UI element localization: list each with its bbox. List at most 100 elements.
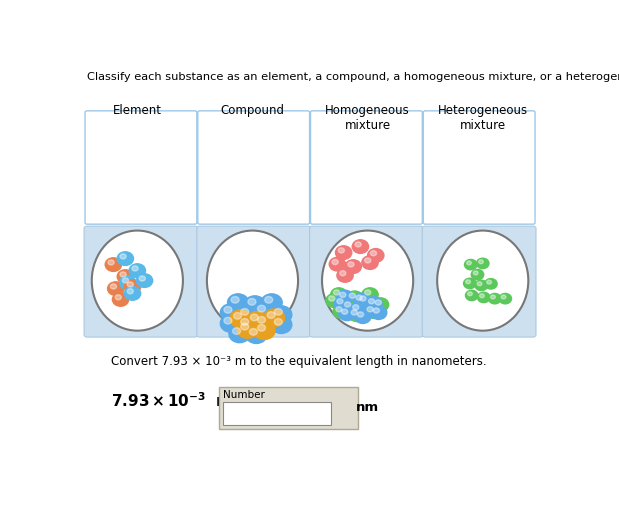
Circle shape [366,296,382,310]
Circle shape [477,292,490,303]
Circle shape [115,295,121,300]
Circle shape [368,249,384,262]
Circle shape [471,269,483,280]
Circle shape [342,300,358,314]
Text: Element: Element [113,105,162,118]
Circle shape [478,260,483,264]
Circle shape [228,294,249,311]
Circle shape [254,322,275,340]
Circle shape [342,309,348,314]
FancyBboxPatch shape [311,111,422,224]
Circle shape [360,296,366,301]
Circle shape [120,272,126,277]
Circle shape [465,280,470,284]
Circle shape [499,293,511,304]
Circle shape [348,308,365,321]
Circle shape [241,323,249,330]
Circle shape [465,290,478,301]
Circle shape [274,308,282,315]
Circle shape [120,254,126,259]
Circle shape [271,306,292,323]
Circle shape [246,326,267,344]
Circle shape [352,240,368,253]
Circle shape [375,300,381,305]
FancyBboxPatch shape [219,387,358,429]
Circle shape [337,290,353,304]
Circle shape [248,298,256,305]
Circle shape [108,282,124,295]
Circle shape [117,252,134,265]
Text: nm: nm [355,401,379,414]
Circle shape [355,242,361,247]
Circle shape [329,257,345,271]
Circle shape [139,276,145,281]
Circle shape [230,310,251,328]
Circle shape [124,280,141,293]
Circle shape [477,258,489,269]
Circle shape [250,314,258,321]
Circle shape [127,282,133,287]
Text: Number: Number [223,390,264,400]
Circle shape [241,318,249,325]
Circle shape [220,304,241,321]
Ellipse shape [437,230,529,331]
Circle shape [333,305,349,318]
Circle shape [353,293,370,307]
Circle shape [267,311,275,318]
Circle shape [261,294,282,311]
Ellipse shape [92,230,183,331]
Circle shape [501,295,506,299]
Circle shape [474,271,478,275]
Circle shape [329,296,335,301]
Circle shape [331,288,347,302]
Circle shape [367,307,373,312]
Circle shape [247,311,268,329]
Circle shape [224,306,232,313]
Circle shape [373,298,389,311]
Circle shape [351,310,357,315]
Circle shape [368,298,374,304]
Circle shape [237,321,258,339]
Circle shape [233,328,241,334]
FancyBboxPatch shape [422,226,536,337]
Circle shape [488,293,501,304]
Circle shape [371,306,387,319]
Circle shape [357,294,373,307]
Circle shape [132,266,138,271]
FancyBboxPatch shape [223,402,331,425]
Text: Convert 7.93 × 10⁻³ m to the equivalent length in nanometers.: Convert 7.93 × 10⁻³ m to the equivalent … [111,355,487,368]
Circle shape [117,270,134,283]
Circle shape [258,324,266,331]
Circle shape [365,290,371,295]
FancyBboxPatch shape [85,111,197,224]
Circle shape [480,294,484,298]
Circle shape [340,270,346,276]
Circle shape [119,276,136,290]
Circle shape [335,246,352,259]
FancyBboxPatch shape [197,226,311,337]
Circle shape [245,296,266,314]
Circle shape [373,308,379,313]
FancyBboxPatch shape [198,111,310,224]
Circle shape [271,316,292,333]
Circle shape [345,260,361,274]
Circle shape [339,307,355,321]
Circle shape [237,306,258,323]
Circle shape [334,296,350,310]
Circle shape [362,256,378,269]
Circle shape [485,279,497,289]
Circle shape [110,284,116,289]
Circle shape [241,308,249,315]
Circle shape [233,313,241,319]
Circle shape [332,259,338,265]
Circle shape [348,262,354,267]
Circle shape [258,317,266,323]
Circle shape [224,317,232,324]
Circle shape [467,292,472,296]
Text: Heterogeneous
mixture: Heterogeneous mixture [438,105,528,133]
Circle shape [350,303,366,316]
Circle shape [365,258,371,263]
Circle shape [264,309,285,327]
Circle shape [258,305,266,312]
Circle shape [464,259,477,270]
